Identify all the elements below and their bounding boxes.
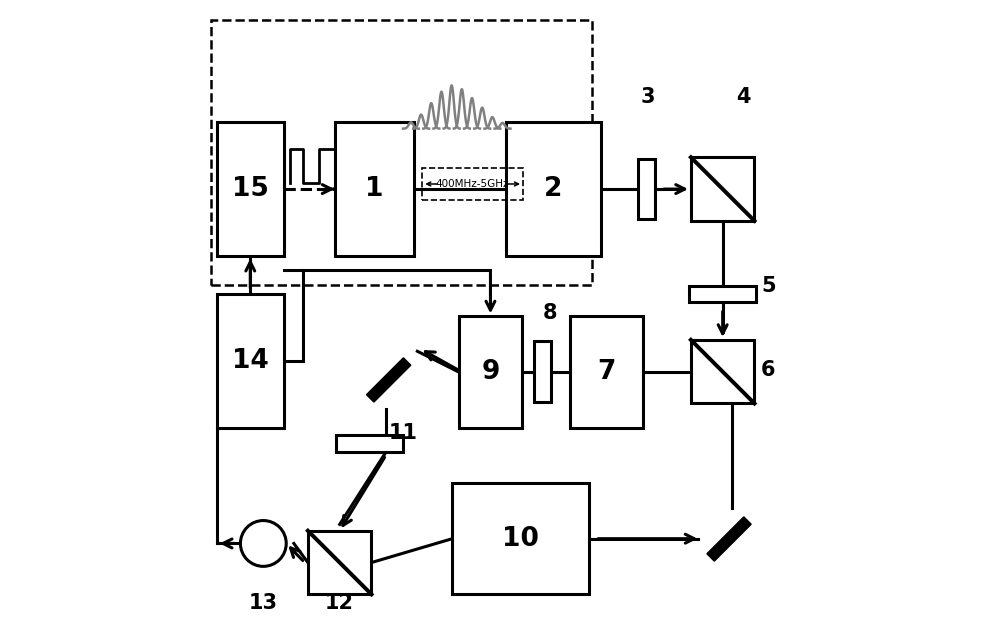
Bar — [689, 286, 756, 302]
Text: 4: 4 — [736, 87, 750, 107]
Bar — [422, 168, 523, 200]
Text: 12: 12 — [325, 592, 354, 613]
Bar — [217, 122, 284, 256]
Bar — [570, 316, 643, 427]
Text: 6: 6 — [761, 360, 776, 380]
Text: 13: 13 — [249, 592, 278, 613]
Bar — [638, 159, 655, 219]
Circle shape — [240, 521, 286, 566]
Text: 9: 9 — [481, 359, 500, 385]
Bar — [308, 531, 371, 594]
Text: 2: 2 — [544, 176, 563, 202]
Polygon shape — [707, 517, 751, 561]
Text: 1: 1 — [365, 176, 384, 202]
Bar — [691, 157, 754, 221]
Bar — [211, 20, 592, 284]
Bar — [691, 340, 754, 403]
Bar — [459, 316, 522, 427]
Bar — [335, 122, 414, 256]
Bar — [336, 435, 403, 452]
Text: 8: 8 — [542, 303, 557, 323]
Bar — [452, 483, 589, 594]
Bar — [217, 294, 284, 427]
Text: 7: 7 — [597, 359, 616, 385]
Bar — [534, 341, 551, 402]
Text: 15: 15 — [232, 176, 269, 202]
Polygon shape — [367, 358, 411, 402]
Text: 11: 11 — [389, 423, 418, 443]
Text: 5: 5 — [761, 277, 776, 296]
Text: 3: 3 — [640, 87, 655, 107]
Bar — [506, 122, 601, 256]
Text: 400MHz-5GHz: 400MHz-5GHz — [436, 179, 509, 189]
Text: 10: 10 — [502, 526, 539, 551]
Text: 14: 14 — [232, 348, 269, 374]
